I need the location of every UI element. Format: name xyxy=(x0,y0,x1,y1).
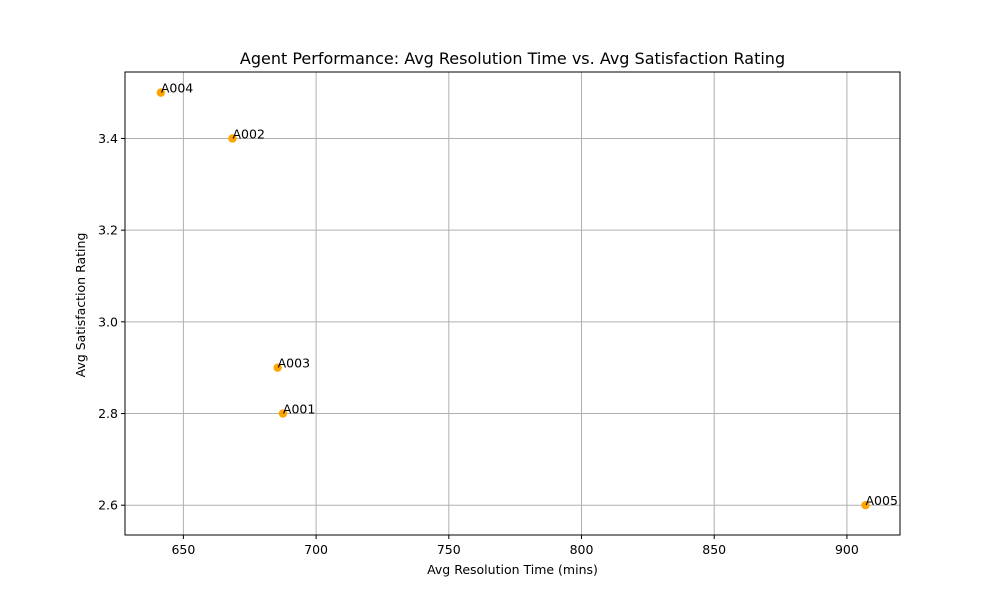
x-tick-label: 650 xyxy=(171,542,195,557)
y-tick-label: 2.6 xyxy=(98,498,118,513)
y-tick-label: 3.0 xyxy=(98,314,118,329)
data-point-a001 xyxy=(278,409,288,418)
data-point-a002 xyxy=(228,134,237,143)
x-tick-label: 850 xyxy=(702,542,726,557)
y-axis-label: Avg Satisfaction Rating xyxy=(73,233,88,378)
data-point-a005 xyxy=(861,501,870,510)
data-point-a003 xyxy=(273,363,282,372)
x-axis-label: Avg Resolution Time (mins) xyxy=(427,562,598,577)
x-tick-label: 900 xyxy=(835,542,859,557)
point-label-a005: A005 xyxy=(865,493,897,508)
point-label-a002: A002 xyxy=(232,126,264,141)
point-label-a004: A004 xyxy=(161,81,193,96)
grid xyxy=(125,72,900,535)
y-tick-label: 2.8 xyxy=(98,406,118,421)
plot-frame xyxy=(124,71,901,536)
x-tick-label: 750 xyxy=(437,542,461,557)
y-tick-label: 3.2 xyxy=(98,223,118,238)
point-label-a001: A001 xyxy=(283,402,315,417)
data-points: A004 A002 A003 A001 A005 xyxy=(156,81,898,510)
point-label-a003: A003 xyxy=(278,356,310,371)
axis-ticks: 650 700 750 800 850 900 2.6 2.8 3.0 3.2 3.4 xyxy=(98,131,859,557)
y-tick-label: 3.4 xyxy=(98,131,118,146)
x-tick-label: 700 xyxy=(304,542,328,557)
data-point-a004 xyxy=(156,88,166,97)
x-tick-label: 800 xyxy=(570,542,594,557)
chart-title: Agent Performance: Avg Resolution Time v… xyxy=(240,49,785,68)
